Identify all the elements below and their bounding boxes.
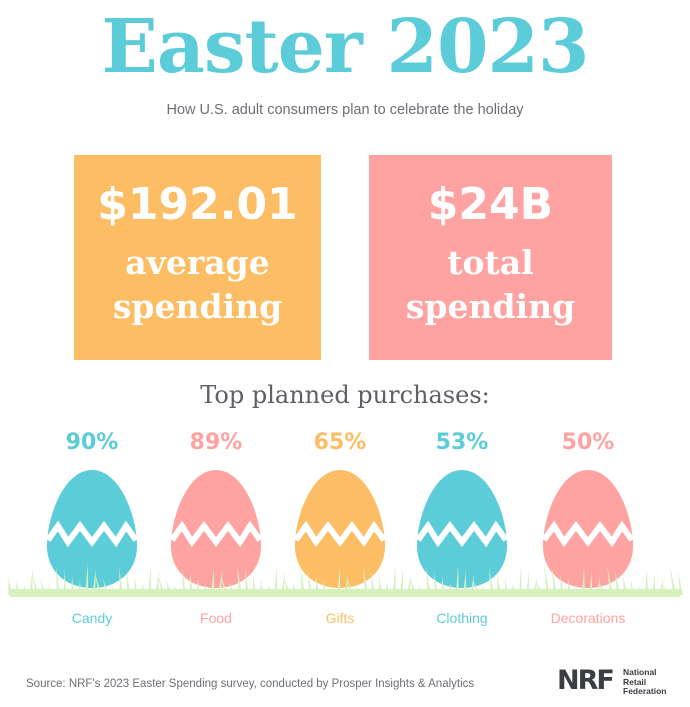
- logo-line-2: Retail: [623, 676, 647, 687]
- purchase-label: Clothing: [436, 610, 488, 626]
- nrf-logo: NRF National Retail Federation: [557, 665, 682, 697]
- purchase-percent: 53%: [435, 430, 489, 455]
- purchase-label: Decorations: [550, 610, 626, 626]
- source-note: Source: NRF's 2023 Easter Spending surve…: [26, 678, 475, 690]
- nrf-logo-mark: NRF: [557, 665, 615, 696]
- average-spending-label: average spending: [112, 243, 283, 326]
- page-title: Easter 2023: [101, 4, 590, 90]
- egg-icon: [542, 470, 634, 588]
- purchase-percent: 89%: [189, 430, 243, 455]
- average-spending-card: $192.01 average spending: [74, 155, 321, 360]
- total-spending-card: $24B total spending: [369, 155, 612, 360]
- purchase-item-decorations: 50% Decorations: [528, 430, 648, 630]
- purchase-label: Gifts: [325, 610, 355, 626]
- purchase-item-candy: 90% Candy: [32, 430, 152, 630]
- purchase-item-gifts: 65% Gifts: [280, 430, 400, 630]
- egg-icon: [294, 470, 386, 588]
- nrf-logo-words: National Retail Federation: [623, 667, 667, 697]
- purchase-percent: 90%: [65, 430, 119, 455]
- purchase-item-clothing: 53% Clothing: [402, 430, 522, 630]
- purchase-label: Food: [200, 610, 232, 626]
- purchase-percent: 65%: [313, 430, 367, 455]
- egg-icon: [416, 470, 508, 588]
- purchase-item-food: 89% Food: [156, 430, 276, 630]
- grass-decoration: [8, 564, 683, 597]
- logo-line-1: National: [623, 667, 657, 677]
- logo-line-3: Federation: [623, 686, 667, 696]
- total-spending-label: total spending: [405, 243, 576, 326]
- total-spending-value: $24B: [427, 179, 554, 230]
- purchase-label: Candy: [71, 610, 113, 626]
- page-subtitle: How U.S. adult consumers plan to celebra…: [166, 102, 524, 118]
- egg-icon: [170, 470, 262, 588]
- purchase-percent: 50%: [561, 430, 615, 455]
- egg-icon: [46, 470, 138, 588]
- section-heading: Top planned purchases:: [200, 381, 490, 409]
- average-spending-value: $192.01: [97, 179, 298, 230]
